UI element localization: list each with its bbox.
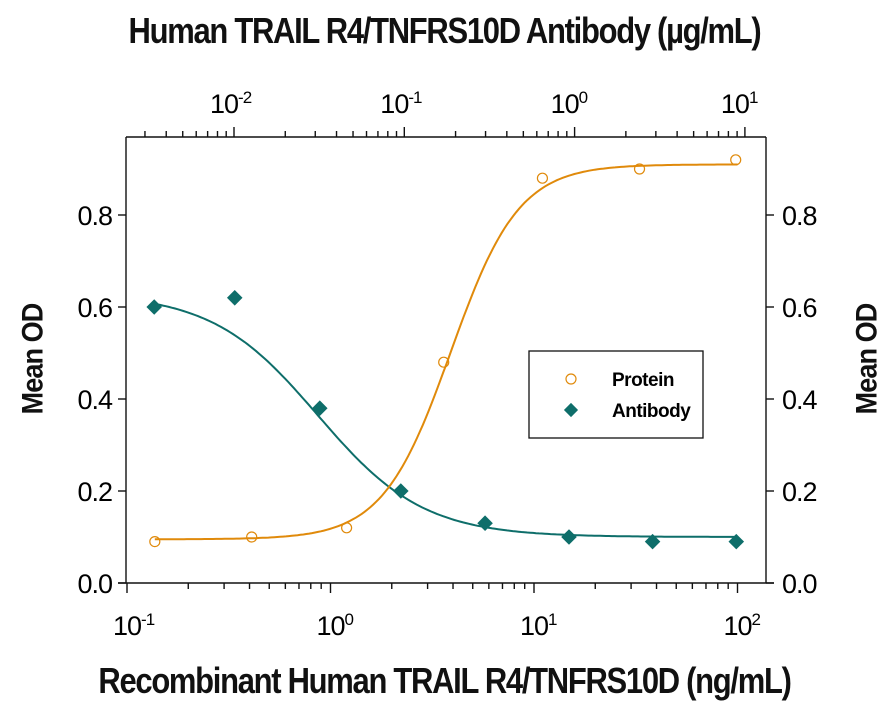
y-tick-label-right: 0.4 — [782, 385, 818, 415]
legend-protein-label: Protein — [612, 370, 674, 391]
legend-box — [528, 350, 704, 439]
antibody-data-point — [561, 529, 577, 545]
antibody-data-point — [146, 299, 162, 315]
x-tick-label-top: 10-2 — [210, 88, 252, 119]
antibody-data-point — [728, 533, 745, 550]
antibody-data-point — [393, 483, 409, 499]
legend-protein-marker-icon — [565, 373, 577, 385]
protein-data-point — [341, 522, 353, 534]
top-axis-title: Human TRAIL R4/TNFRS10D Antibody (µg/mL) — [128, 10, 762, 51]
y-tick-label-left: 0.4 — [77, 385, 113, 415]
protein-data-point — [536, 172, 549, 184]
protein-data-point — [730, 154, 742, 166]
x-tick-label-top: 10-1 — [380, 88, 422, 119]
protein-data-point — [438, 356, 450, 368]
y-tick-label-right: 0.0 — [782, 569, 817, 599]
legend-antibody-marker-icon — [563, 402, 579, 418]
protein-data-point — [633, 163, 646, 175]
axes: 0.0 0.0 0.2 0.2 0.4 0.4 0.6 0.6 0.8 0.8 10-1 100 101… — [77, 88, 818, 641]
y-tick-label-left: 0.0 — [77, 569, 112, 599]
fit-curves — [154, 163, 738, 541]
x-tick-label-bottom: 102 — [724, 610, 761, 641]
x-tick-label-top: 100 — [551, 88, 588, 119]
protein-data-point — [246, 531, 258, 543]
legend: Protein Antibody — [528, 350, 704, 439]
antibody-data-point — [226, 290, 243, 306]
antibody-fit-curve — [154, 302, 738, 538]
y-tick-label-left: 0.6 — [77, 293, 112, 323]
protein-data-point — [149, 535, 161, 548]
x-tick-label-top: 101 — [721, 88, 758, 119]
legend-antibody-label: Antibody — [612, 401, 691, 422]
y-tick-label-left: 0.8 — [77, 201, 112, 231]
antibody-data-point — [312, 400, 328, 416]
y-tick-label-right: 0.6 — [782, 293, 817, 323]
y-tick-label-right: 0.8 — [782, 201, 817, 231]
antibody-data-point — [644, 533, 661, 550]
x-tick-label-bottom: 101 — [520, 610, 557, 641]
y-tick-label-left: 0.2 — [77, 477, 112, 507]
x-tick-label-bottom: 10-1 — [113, 610, 155, 641]
x-tick-label-bottom: 100 — [317, 610, 354, 641]
protein-fit-curve — [154, 163, 738, 541]
y-tick-label-right: 0.2 — [782, 477, 817, 507]
bottom-axis-title: Recombinant Human TRAIL R4/TNFRS10D (ng/… — [98, 660, 791, 701]
